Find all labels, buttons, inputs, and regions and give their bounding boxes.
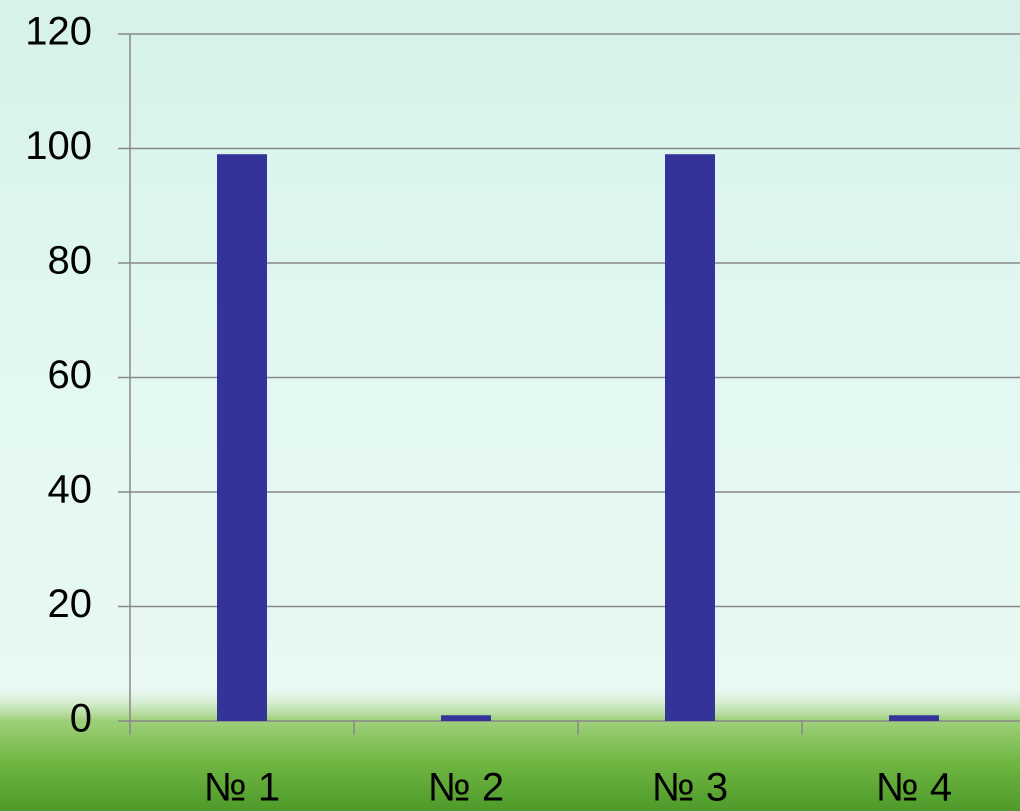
grass [0,690,1020,811]
chart: 0 20 40 60 80 100 120 № 1 № 2 № 3 № 4 [0,0,1020,811]
x-tick-label: № 3 [652,766,728,810]
bar [665,154,715,721]
y-tick-label: 80 [48,239,93,283]
x-tick-label: № 4 [876,766,952,810]
y-tick-label: 0 [70,697,92,741]
x-tick-label: № 2 [428,766,504,810]
y-tick-label: 120 [25,10,92,54]
x-tick-label: № 1 [204,766,280,810]
y-tick-label: 20 [48,582,93,626]
y-tick-label: 100 [25,124,92,168]
y-tick-label: 40 [48,468,93,512]
y-tick-label: 60 [48,353,93,397]
bar [217,154,267,721]
bar [889,715,939,721]
background [0,0,1020,811]
bar [441,715,491,721]
